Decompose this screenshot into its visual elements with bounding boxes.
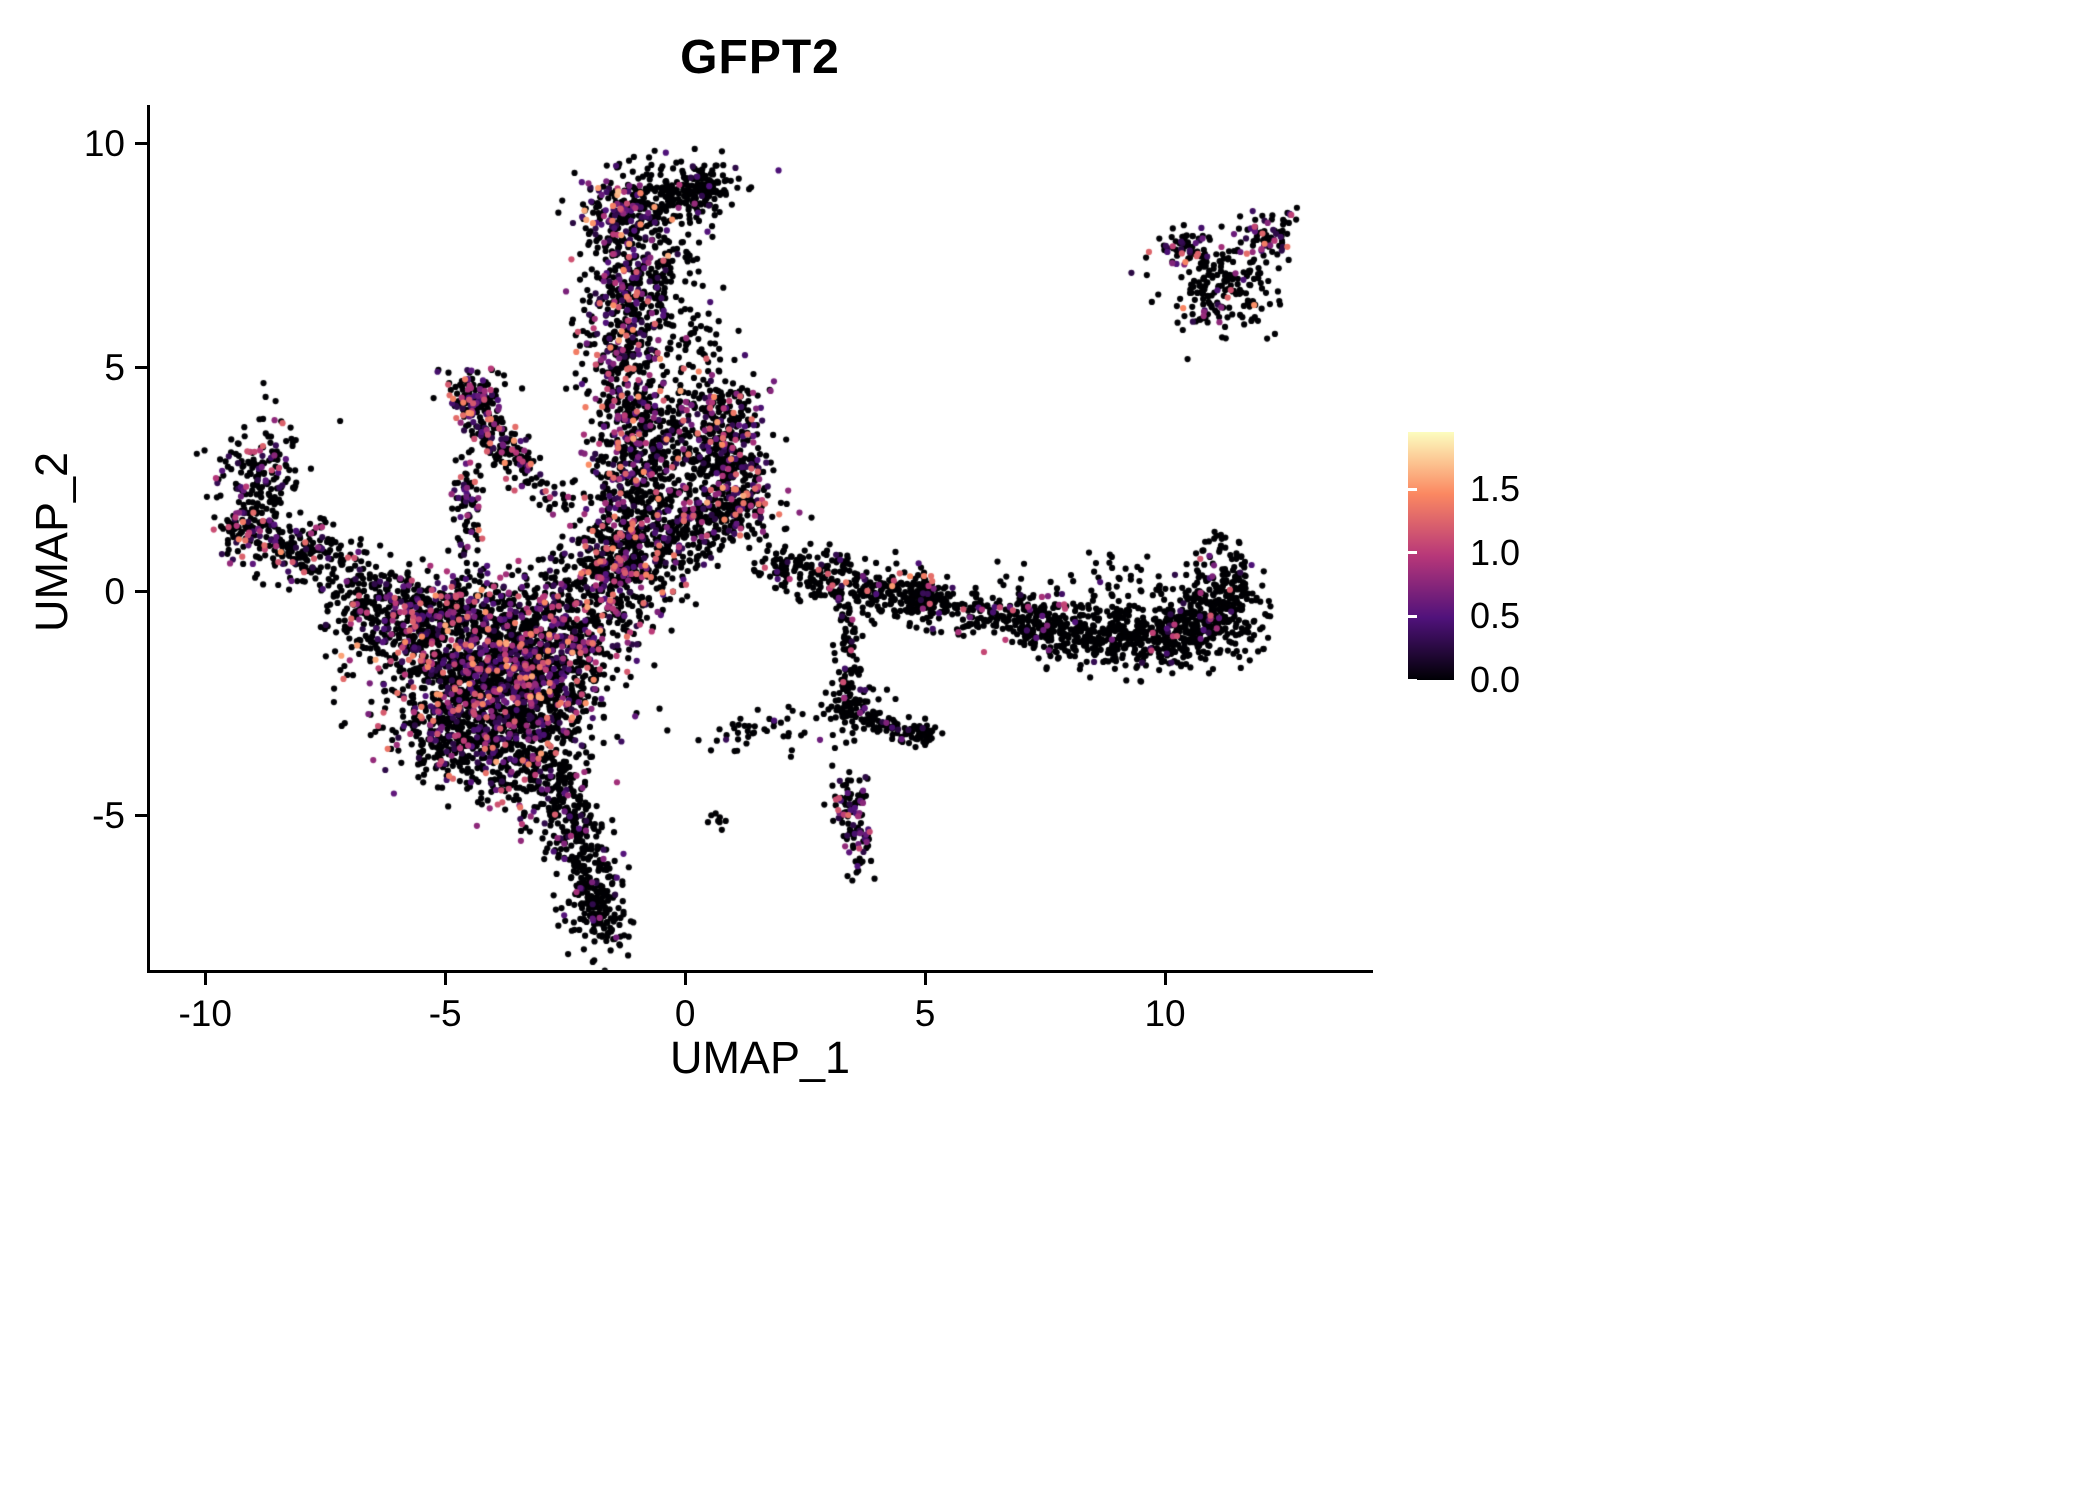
legend-tick-label: 0.5 — [1470, 595, 1521, 637]
y-tick-label: 5 — [104, 347, 125, 389]
y-tick-label: 0 — [104, 571, 125, 613]
x-tick-mark — [1163, 972, 1167, 985]
legend-tick-label: 1.0 — [1470, 531, 1521, 573]
y-axis-line — [147, 105, 150, 973]
x-tick-mark — [923, 972, 927, 985]
plot-title: GFPT2 — [680, 31, 840, 84]
legend-tick-label: 1.5 — [1470, 468, 1521, 510]
legend-gradient-bar — [1408, 432, 1454, 680]
x-tick-label: 0 — [674, 993, 696, 1034]
x-tick-label: 10 — [1144, 993, 1186, 1034]
x-tick-mark — [683, 972, 687, 985]
legend-tick-mark — [1408, 678, 1417, 682]
y-tick-label: 10 — [83, 123, 125, 165]
x-axis-label: UMAP_1 — [669, 1032, 851, 1083]
x-tick-label: -10 — [178, 993, 232, 1034]
y-tick-mark — [135, 141, 148, 145]
x-tick-label: 5 — [914, 993, 936, 1034]
x-axis-line — [147, 970, 1373, 973]
x-tick-mark — [443, 972, 447, 985]
y-axis-label: UMAP_2 — [26, 451, 77, 633]
legend-tick-label: 0.0 — [1470, 659, 1521, 700]
legend-tick-mark — [1408, 487, 1417, 491]
y-tick-mark — [135, 365, 148, 369]
legend-tick-mark — [1408, 551, 1417, 555]
x-tick-label: -5 — [428, 993, 462, 1034]
y-tick-mark — [135, 589, 148, 593]
legend-tick-mark — [1408, 614, 1417, 618]
x-tick-mark — [203, 972, 207, 985]
y-tick-label: -5 — [92, 795, 125, 836]
y-tick-mark — [135, 813, 148, 817]
